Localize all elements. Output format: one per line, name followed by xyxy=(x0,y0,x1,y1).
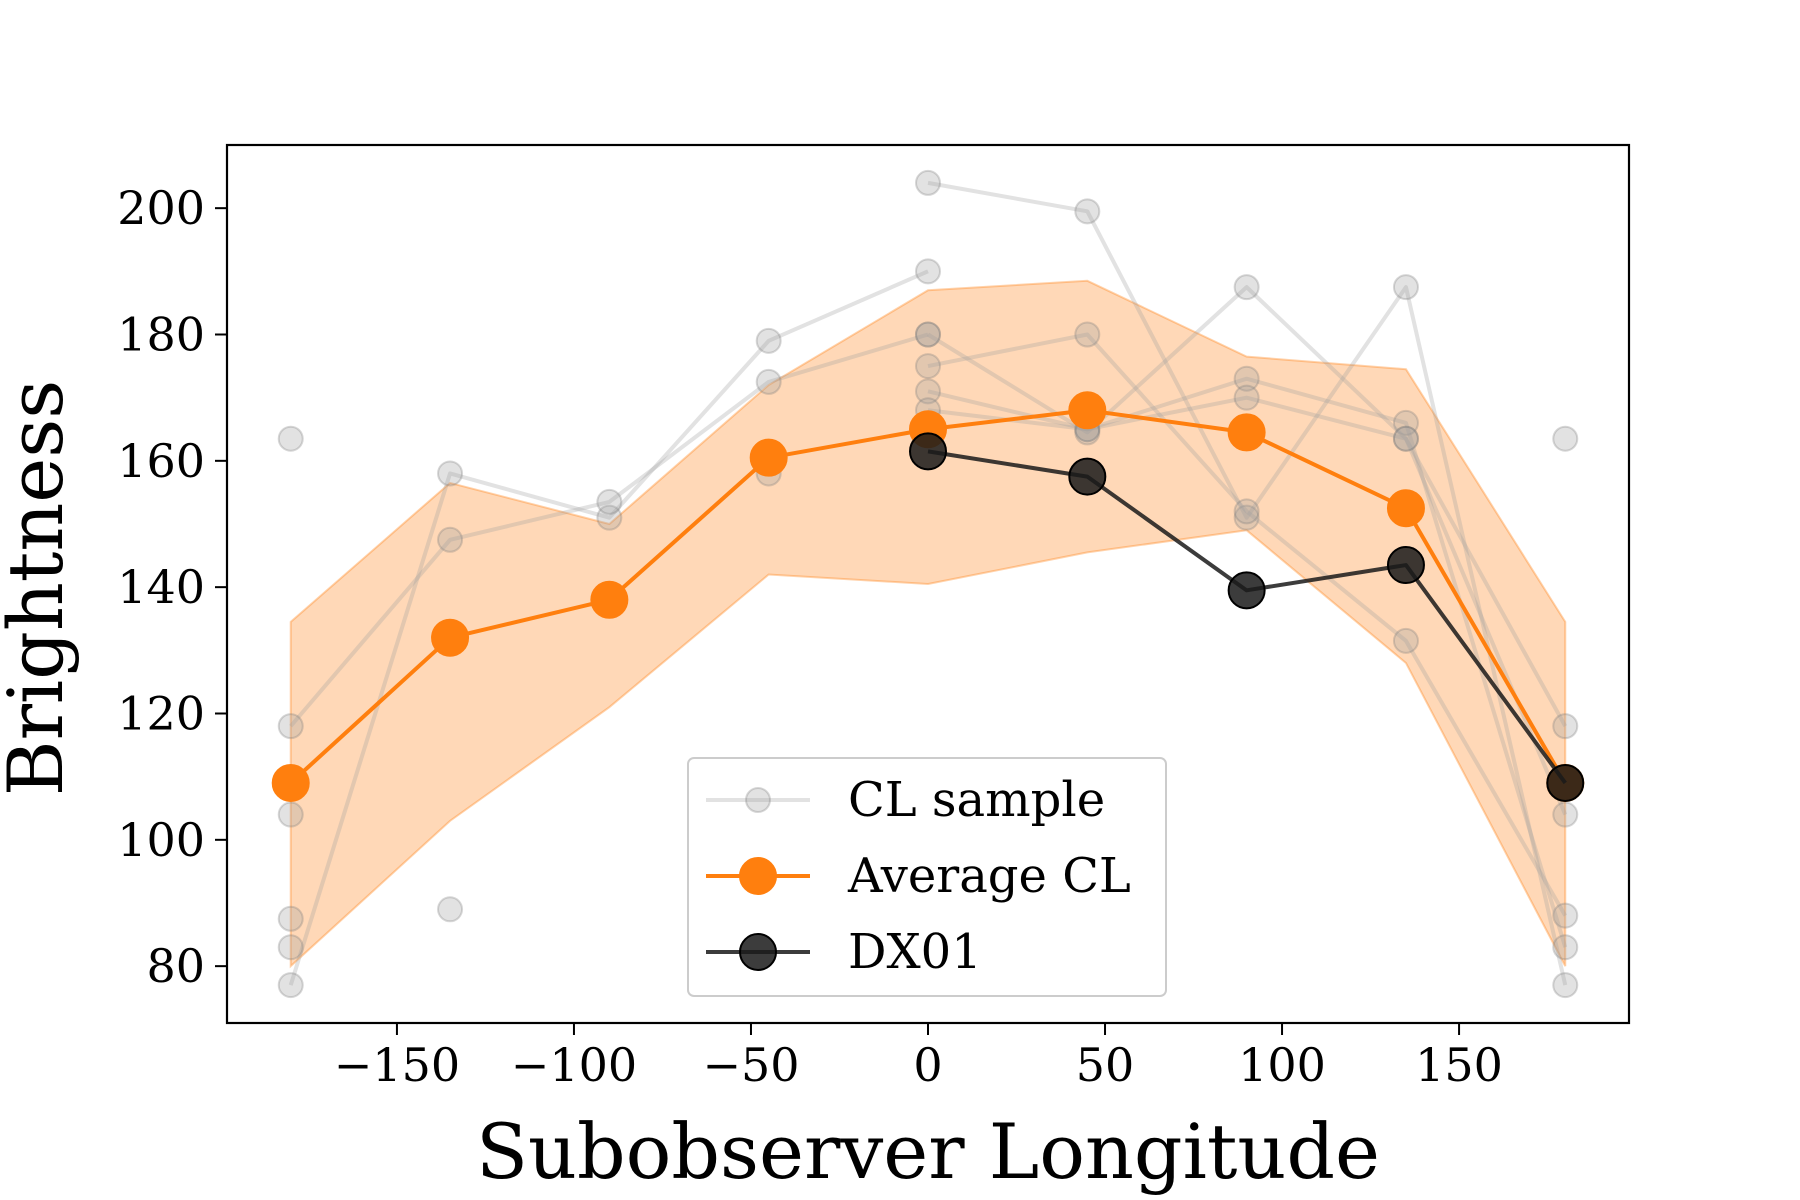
sample-point xyxy=(437,460,464,487)
average-cl-point xyxy=(749,438,788,477)
average-cl-point xyxy=(590,580,629,619)
sample-point xyxy=(755,327,782,354)
x-tick-label: −100 xyxy=(511,1038,637,1092)
x-tick-label: 100 xyxy=(1238,1038,1326,1092)
sample-point xyxy=(1233,384,1260,411)
sample-point xyxy=(277,905,304,932)
x-tick-label: 150 xyxy=(1415,1038,1503,1092)
sample-point xyxy=(1392,409,1419,436)
dx01-point xyxy=(1546,763,1585,802)
legend-entry-dx01: DX01 xyxy=(706,924,982,980)
x-tick-label: −50 xyxy=(702,1038,799,1092)
sample-point xyxy=(755,368,782,395)
legend: CL sample Average CL DX01 xyxy=(687,757,1167,997)
legend-label-cl-sample: CL sample xyxy=(848,772,1105,828)
dx01-point xyxy=(1386,546,1425,585)
y-tick-label: 160 xyxy=(117,434,205,488)
sample-point xyxy=(1552,934,1579,961)
dx01-point xyxy=(1227,571,1266,610)
sample-point xyxy=(277,934,304,961)
sample-point xyxy=(437,526,464,553)
sample-point xyxy=(915,321,941,348)
sample-point xyxy=(1074,198,1101,225)
y-axis-title: Brightness xyxy=(0,380,80,797)
x-axis-ticks: −150 −100 −50 0 50 100 150 xyxy=(334,1023,1503,1092)
dx01-point xyxy=(909,432,947,471)
sample-point xyxy=(1392,425,1419,452)
legend-box xyxy=(687,757,1167,997)
sample-point xyxy=(596,488,623,515)
sample-line xyxy=(289,332,929,728)
sample-point xyxy=(277,801,304,828)
sample-point xyxy=(915,353,941,380)
sample-point xyxy=(1074,321,1101,348)
dx01-series-layer xyxy=(909,432,1585,802)
legend-marker-cl-sample xyxy=(745,787,771,813)
y-axis-ticks: 80 100 120 140 160 180 200 xyxy=(117,181,227,993)
average-cl-point xyxy=(431,618,470,657)
sample-point xyxy=(596,504,623,531)
x-axis-title: Subobserver Longitude xyxy=(476,1107,1380,1196)
legend-label-dx01: DX01 xyxy=(848,924,982,980)
average-cl-point xyxy=(1386,489,1425,528)
legend-entry-cl-sample: CL sample xyxy=(706,772,1105,828)
sample-point xyxy=(1552,902,1579,929)
sample-line xyxy=(927,332,1568,917)
sample-point xyxy=(1233,274,1260,301)
sample-line xyxy=(926,285,1568,728)
average-cl-point xyxy=(1068,391,1107,430)
sample-line xyxy=(927,180,1568,986)
y-tick-label: 140 xyxy=(117,560,205,614)
std-band xyxy=(289,279,1567,969)
legend-marker-dx01 xyxy=(739,933,777,971)
sample-point xyxy=(915,321,941,348)
legend-label-average-cl: Average CL xyxy=(847,848,1131,904)
sample-lines-layer xyxy=(277,169,1579,999)
sample-point xyxy=(915,169,941,196)
y-tick-label: 120 xyxy=(117,686,205,740)
sample-point xyxy=(1552,713,1579,740)
sample-point xyxy=(915,378,941,405)
x-tick-label: 50 xyxy=(1076,1038,1135,1092)
sample-point xyxy=(1552,972,1579,999)
y-tick-label: 200 xyxy=(117,181,205,235)
sample-point xyxy=(1392,627,1419,654)
dx01-point xyxy=(1068,457,1107,496)
sample-point xyxy=(1233,504,1260,531)
sample-point xyxy=(1552,425,1579,452)
sample-line xyxy=(927,395,1568,816)
sample-point xyxy=(1233,498,1260,525)
sample-point xyxy=(1233,365,1260,392)
y-tick-label: 100 xyxy=(117,813,205,867)
average-cl-point xyxy=(271,763,310,802)
legend-marker-average-cl xyxy=(739,857,777,895)
sample-point xyxy=(1392,425,1419,452)
sample-line xyxy=(288,269,929,986)
x-tick-label: −150 xyxy=(334,1038,460,1092)
average-cl-point xyxy=(1227,413,1266,452)
sample-point xyxy=(437,896,464,923)
sample-point xyxy=(277,972,304,999)
sample-point xyxy=(277,425,304,452)
sample-point xyxy=(915,258,941,285)
y-tick-label: 180 xyxy=(117,307,205,361)
sample-point xyxy=(1552,801,1579,828)
std-band-layer xyxy=(289,279,1567,969)
sample-point xyxy=(1392,274,1419,301)
sample-point xyxy=(277,713,304,740)
legend-entry-average-cl: Average CL xyxy=(706,848,1131,904)
x-tick-label: 0 xyxy=(913,1038,942,1092)
y-tick-label: 80 xyxy=(146,939,205,993)
